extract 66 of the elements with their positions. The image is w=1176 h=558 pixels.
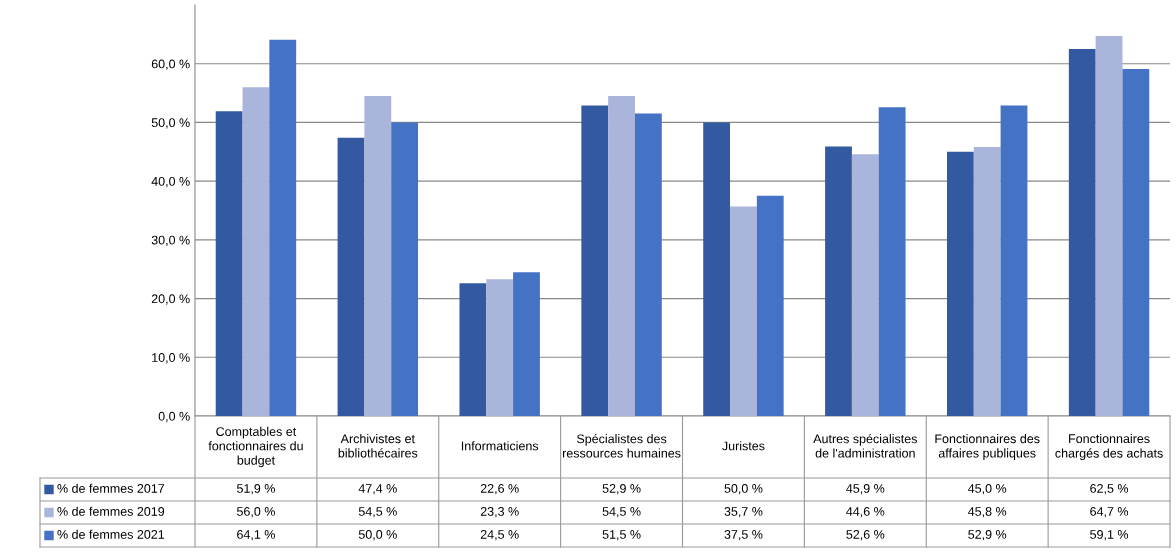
bar	[973, 147, 1001, 416]
bar	[634, 113, 662, 416]
data-label: 23,3 %	[480, 507, 519, 518]
y-tick-label: 30,0 %	[151, 235, 190, 246]
bar	[337, 137, 365, 416]
bar	[242, 87, 270, 416]
bar	[851, 154, 879, 416]
x-tick-label: Spécialistes des ressources humaines	[562, 433, 681, 458]
bar	[459, 283, 487, 416]
bar	[878, 107, 906, 416]
y-tick-label: 40,0 %	[151, 176, 190, 188]
data-label: 52,9 %	[968, 530, 1007, 541]
legend-label: % de femmes 2021	[57, 529, 165, 539]
data-label: 52,6 %	[846, 530, 885, 541]
bar	[756, 195, 784, 416]
data-label: 59,1 %	[1090, 530, 1129, 541]
legend-label: % de femmes 2017	[57, 483, 165, 493]
bar	[391, 122, 419, 416]
x-tick-label: Fonctionnaires chargés des achats	[1055, 433, 1163, 461]
x-tick-label: Informaticiens	[461, 441, 539, 451]
legend-label: % de femmes 2019	[57, 506, 165, 516]
bar	[581, 105, 609, 416]
data-label: 35,7 %	[724, 507, 763, 518]
bar	[364, 96, 392, 416]
bar	[825, 146, 852, 416]
y-tick-label: 60,0 %	[151, 59, 190, 70]
bar	[215, 111, 243, 416]
data-label: 47,4 %	[358, 484, 397, 495]
x-tick-label: Comptables et fonctionnaires du budget	[208, 426, 303, 468]
data-label: 62,5 %	[1090, 484, 1129, 495]
x-tick-label: Juristes	[722, 441, 765, 451]
bar	[1095, 36, 1123, 416]
data-label: 37,5 %	[724, 530, 763, 541]
data-label: 24,5 %	[480, 530, 519, 541]
data-label: 54,5 %	[358, 507, 397, 518]
y-tick-label: 0,0 %	[158, 411, 190, 423]
data-label: 64,1 %	[237, 530, 275, 541]
y-tick-label: 50,0 %	[151, 118, 190, 129]
bar	[1000, 105, 1028, 416]
bar	[730, 206, 757, 416]
data-label: 51,9 %	[236, 484, 275, 495]
bar	[269, 39, 297, 416]
data-label: 52,9 %	[602, 484, 641, 495]
bar	[1068, 49, 1096, 416]
data-label: 45,0 %	[968, 484, 1007, 495]
y-tick-label: 10,0 %	[152, 353, 190, 364]
data-label: 45,9 %	[846, 484, 885, 495]
bar	[486, 279, 514, 416]
x-tick-label: Archivistes et bibliothécaires	[338, 433, 418, 458]
bar	[946, 151, 974, 416]
data-label: 22,6 %	[480, 484, 519, 495]
bar	[1122, 69, 1150, 416]
data-label: 54,5 %	[602, 507, 641, 518]
y-tick-label: 20,0 %	[151, 294, 190, 305]
data-label: 64,7 %	[1090, 507, 1129, 518]
bar	[703, 122, 731, 416]
x-tick-label: Autres spécialistes de l'administration	[813, 433, 917, 458]
x-tick-label: Fonctionnaires des affaires publiques	[935, 433, 1040, 461]
bar	[608, 96, 635, 416]
data-label: 50,0 %	[724, 484, 763, 495]
data-label: 50,0 %	[358, 530, 397, 541]
data-label: 51,5 %	[602, 530, 641, 541]
bar	[513, 272, 540, 416]
data-label: 45,8 %	[968, 507, 1007, 518]
data-label: 56,0 %	[236, 507, 275, 518]
data-label: 44,6 %	[846, 507, 885, 518]
